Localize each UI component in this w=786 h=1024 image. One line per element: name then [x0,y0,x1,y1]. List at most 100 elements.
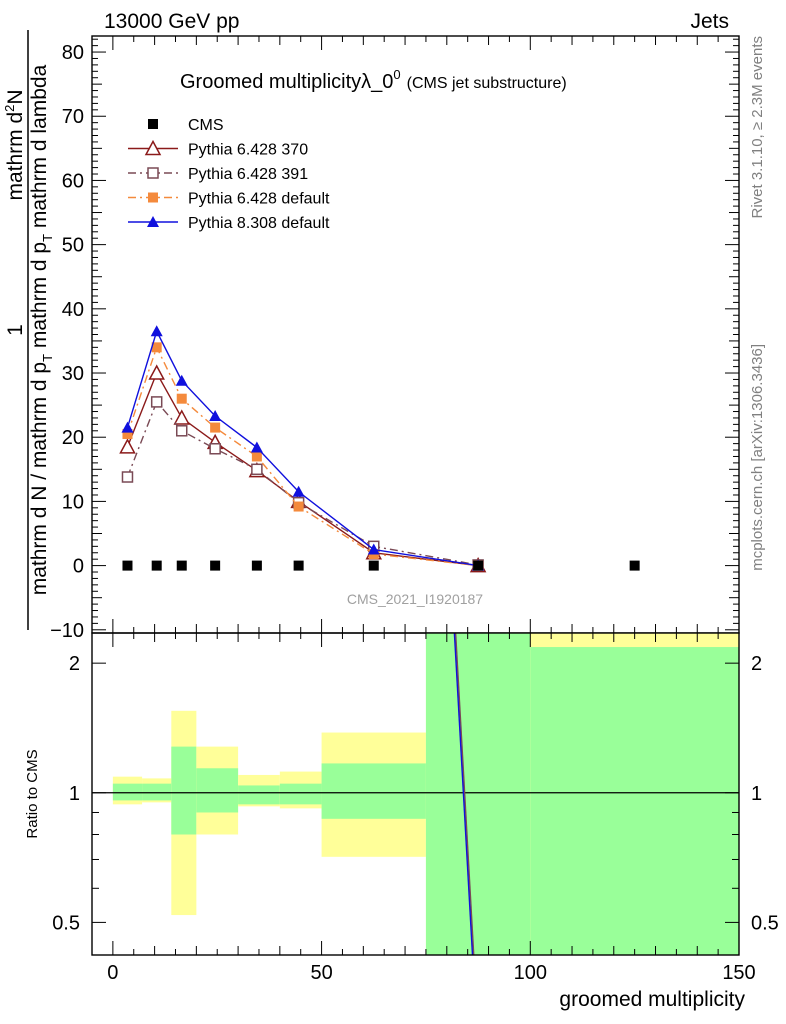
legend-label: Pythia 8.308 default [188,215,330,232]
point-p391 [150,396,163,408]
point-cms-shape [473,560,484,571]
y-tick-label: 50 [62,235,84,257]
point-cms-shape [368,560,379,571]
ylabel-denominator-dpt: mathrm d p [28,242,51,354]
svg-text:mathrm d N / mathrm d pT mathr: mathrm d N / mathrm d pT mathrm d pT mat… [28,64,55,595]
point-p8def-shape [150,325,163,337]
x-tick-label: 100 [514,962,547,984]
ratio-y-tick-label: 0.5 [52,912,80,934]
point-cms-shape [629,560,640,571]
ratio-band-inner [238,785,280,805]
point-p391 [175,425,188,437]
point-p6def-shape [176,393,187,404]
ylabel-denominator-sub: T [40,354,55,362]
point-p391-shape [251,463,263,476]
legend-marker-shape [144,139,162,156]
main-title: Groomed multiplicityλ_00 (CMS jet substru… [180,67,567,93]
point-cms [151,560,162,571]
legend-marker [147,216,159,227]
ratio-axis-ticks: 0.5 0.5 1 1 2 2 0 50 100 150 [52,633,779,984]
ratio-lines [453,633,475,955]
point-cms [176,560,187,571]
series-p370 [119,364,487,573]
point-cms [293,560,304,571]
legend-marker-shape [148,119,158,129]
y-tick-label: 80 [62,42,84,64]
point-p8def-shape [250,441,263,453]
point-cms-shape [122,560,133,571]
legend-item-p8def: Pythia 8.308 default [128,215,330,232]
point-p391 [251,463,263,476]
point-p8def-shape [209,410,222,422]
ratio-y-tick-label: 1 [69,783,80,805]
point-p391-shape [175,425,188,437]
point-p370 [148,364,165,380]
legend-item-p391: Pythia 6.428 391 [128,166,308,183]
point-p6def [151,342,162,353]
ratio-y-tick-label: 2 [69,653,80,675]
point-cms [210,560,221,571]
point-p370 [173,409,191,425]
point-p8def [209,410,222,422]
point-p6def [210,422,221,433]
ratio-band-inner [321,763,426,819]
point-p8def-shape [175,374,188,386]
legend-label: CMS [188,117,224,134]
series-p6def [122,342,484,571]
ylabel-denominator-dlambda: mathrm d lambda [28,64,51,234]
main-title-sup: 0 [393,67,400,82]
svg-text:mathrm d2N: mathrm d2N [2,89,27,200]
point-cms [473,560,484,571]
ylabel-denominator: mathrm d N / mathrm d p [28,362,51,595]
legend-marker-shape [147,167,159,179]
series-line-p370 [126,371,479,567]
point-p370-shape [119,438,136,454]
ratio-y-tick-label-right: 1 [751,783,762,805]
ylabel-denominator-sub2: T [40,234,55,242]
ratio-band-inner [196,768,239,813]
main-subtitle: (CMS jet substructure) [407,75,567,92]
point-p370-shape [148,364,165,380]
watermark: CMS_2021_I1920187 [347,591,483,607]
point-p391 [121,471,134,483]
point-cms-shape [293,560,304,571]
ylabel-numerator-sup: 2 [2,105,17,112]
point-p8def [250,441,263,453]
svg-text:1: 1 [4,324,27,336]
point-cms-shape [251,560,262,571]
series-line-p8def [126,329,479,567]
main-title-text: Groomed multiplicityλ_0 [180,71,393,93]
point-p6def [122,429,133,439]
legend-marker [148,192,158,203]
legend: CMS Pythia 6.428 370 Pythia 6.428 391 Pythi… [128,117,330,232]
main-series [119,325,640,573]
legend-label: Pythia 6.428 370 [188,142,308,159]
series-cms [122,560,640,571]
point-p8def [367,543,380,555]
ratio-bands [112,633,739,955]
point-cms [251,560,262,571]
point-p6def [176,393,187,404]
x-tick-label: 0 [107,962,118,984]
point-p6def-shape [293,501,304,512]
ratio-band-inner [425,633,531,955]
ratio-band-inner [171,746,197,835]
legend-label: Pythia 6.428 391 [188,166,308,183]
y-tick-label: 70 [62,106,84,128]
point-p8def-shape [292,485,305,497]
x-tick-label: 150 [722,962,755,984]
point-p391-shape [209,443,221,455]
point-p370 [119,438,136,454]
ratio-line-p391 [454,633,475,955]
ratio-frame [91,632,740,956]
legend-item-cms: CMS [148,117,224,134]
y-tick-label: 0 [73,556,84,578]
ratio-band-inner [279,783,322,805]
legend-label: Pythia 6.428 default [188,191,330,208]
xlabel: groomed multiplicity [559,988,745,1011]
point-p6def-shape [251,451,262,462]
point-cms [368,560,379,571]
y-tick-label: 40 [62,299,84,321]
main-axis-ticks: −10 0 10 20 30 40 50 60 70 80 [50,36,740,642]
